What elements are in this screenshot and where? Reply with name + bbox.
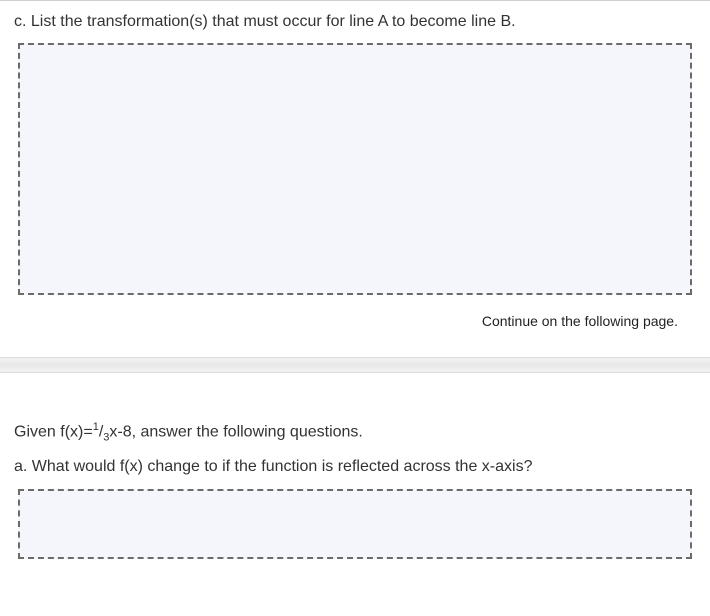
answer-box-a[interactable] — [18, 489, 692, 559]
question-a-label: a. — [14, 458, 27, 475]
stem-suffix: x-8, answer the following questions. — [109, 424, 362, 441]
question-stem: Given f(x)=1/3x-8, answer the following … — [14, 419, 696, 446]
answer-box-c[interactable] — [18, 43, 692, 295]
question-c-label: c. — [14, 13, 26, 30]
question-c-text: List the transformation(s) that must occ… — [31, 13, 516, 30]
bottom-section: Given f(x)=1/3x-8, answer the following … — [0, 419, 710, 558]
continue-note: Continue on the following page. — [14, 295, 696, 357]
question-a-prompt: a. What would f(x) change to if the func… — [14, 456, 696, 478]
page-divider — [0, 357, 710, 373]
stem-prefix: Given f(x)= — [14, 424, 93, 441]
question-c-prompt: c. List the transformation(s) that must … — [14, 11, 696, 33]
top-section: c. List the transformation(s) that must … — [0, 0, 710, 357]
question-a-text: What would f(x) change to if the functio… — [32, 458, 533, 475]
